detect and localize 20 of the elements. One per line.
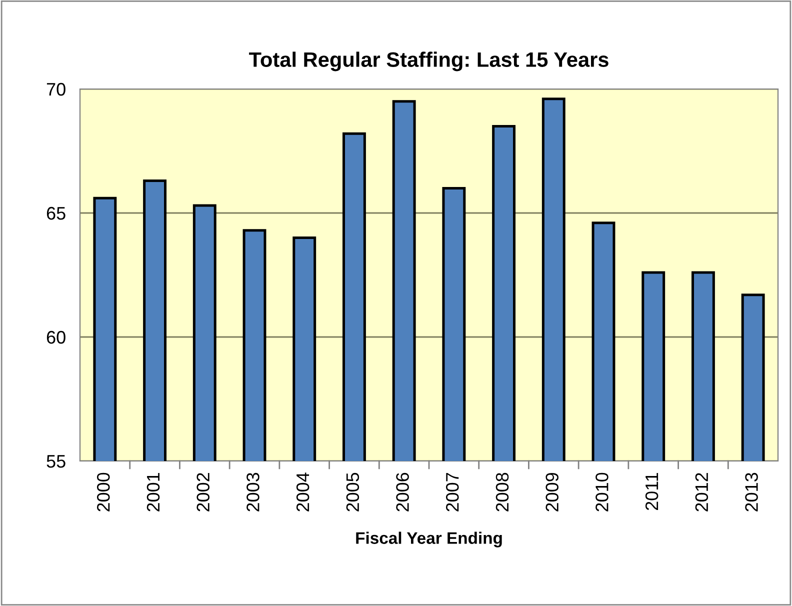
x-tick-label: 2004: [296, 472, 310, 512]
x-axis-title: Fiscal Year Ending: [356, 532, 502, 548]
x-tick-label: 2001: [146, 472, 160, 512]
x-tick-label: 2009: [546, 472, 558, 512]
y-tick-label: 65: [46, 206, 66, 220]
y-tick-label: 70: [46, 82, 66, 96]
x-tick-label: 2003: [246, 472, 260, 512]
x-tick-label: 2000: [96, 472, 110, 512]
x-tick-label: 2002: [196, 473, 210, 512]
x-tick-label: 2007: [446, 473, 459, 512]
x-tick-label: 2005: [346, 472, 360, 512]
y-tick-label: 55: [46, 455, 66, 468]
x-tick-label: 2010: [596, 472, 608, 512]
x-tick-label: 2012: [695, 473, 708, 512]
y-tick-label: 60: [46, 330, 66, 344]
x-tick-label: 2011: [645, 472, 658, 510]
x-tick-label: 2013: [745, 472, 758, 512]
chart-title: Total Regular Staffing: Last 15 Years: [249, 52, 608, 72]
x-tick-label: 2008: [496, 472, 509, 512]
x-tick-label: 2006: [396, 472, 409, 512]
